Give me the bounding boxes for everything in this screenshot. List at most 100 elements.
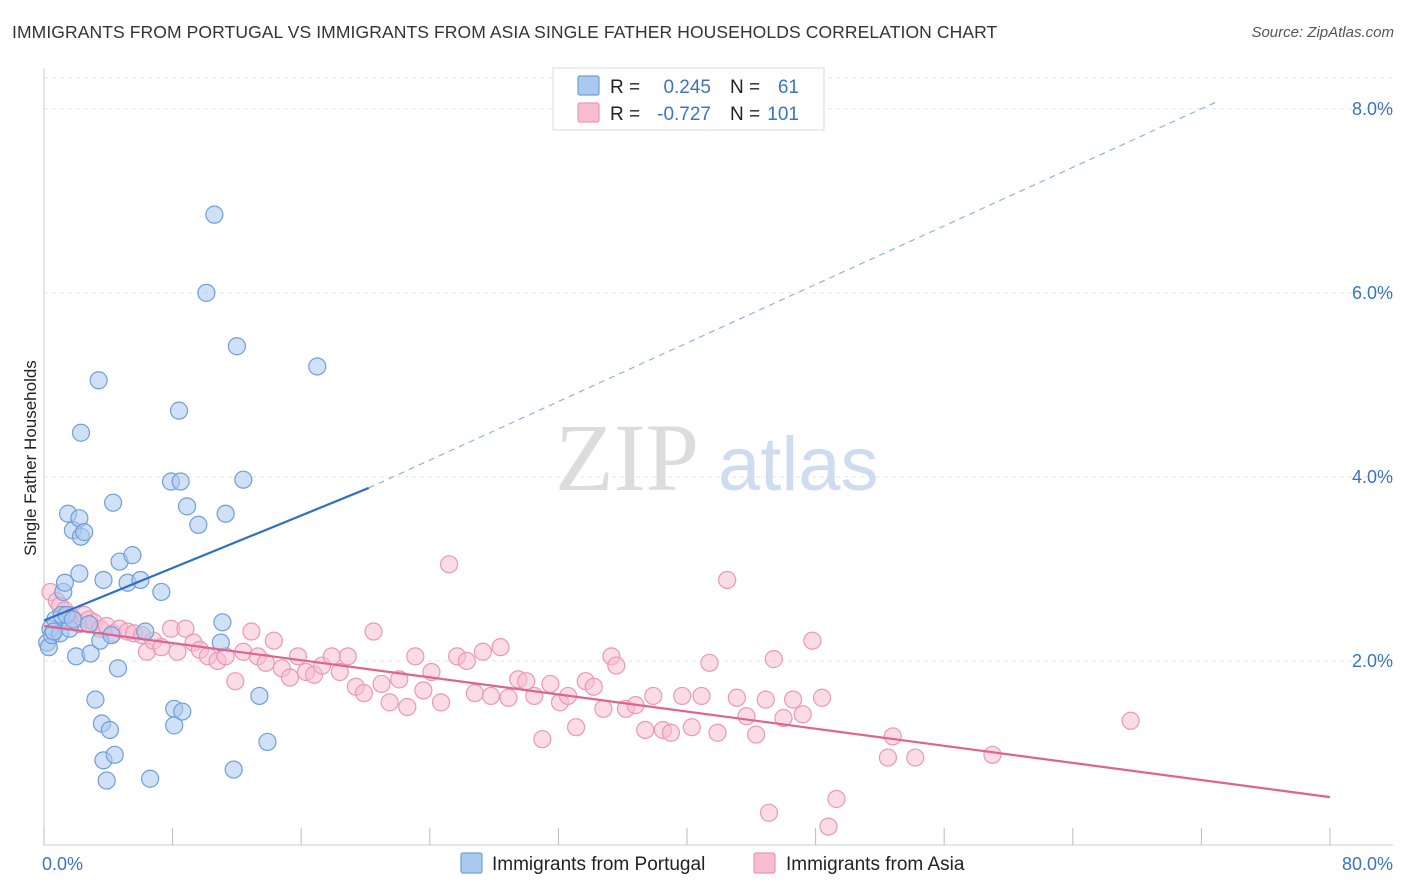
- asia-point: [406, 647, 425, 666]
- watermark-atlas: atlas: [718, 422, 879, 507]
- legend-n-label-portugal: N =: [730, 77, 760, 98]
- asia-point: [1121, 711, 1140, 730]
- series-legend-label-portugal: Immigrants from Portugal: [492, 854, 705, 875]
- legend-n-value-portugal: 61: [778, 77, 799, 98]
- asia-point: [673, 686, 692, 706]
- portugal-point: [216, 504, 235, 523]
- portugal-point: [258, 732, 277, 752]
- chart-source: Source: ZipAtlas.com: [1251, 24, 1394, 41]
- asia-point: [607, 656, 626, 675]
- asia-point: [727, 688, 746, 707]
- x-tick-label-max: 80.0%: [1342, 854, 1393, 874]
- y-axis-label: Single Father Households: [21, 360, 40, 556]
- asia-points-layer: [41, 555, 1140, 836]
- series-legend-swatch-portugal: [460, 852, 483, 874]
- asia-point: [983, 745, 1002, 764]
- portugal-point: [171, 472, 190, 491]
- asia-point: [692, 686, 711, 706]
- legend-r-value-portugal: 0.245: [663, 77, 711, 98]
- portugal-point: [55, 573, 74, 592]
- asia-point: [756, 690, 775, 709]
- portugal-point: [94, 570, 113, 590]
- portugal-point: [152, 582, 171, 602]
- portugal-point: [173, 702, 192, 721]
- legend-n-label-asia: N =: [730, 104, 760, 125]
- chart-title: IMMIGRANTS FROM PORTUGAL VS IMMIGRANTS F…: [12, 22, 998, 42]
- watermark-zip: ZIP: [555, 404, 699, 511]
- asia-point: [584, 677, 603, 696]
- asia-point: [700, 653, 719, 672]
- asia-point: [812, 688, 832, 707]
- portugal-points-layer: [38, 205, 327, 790]
- portugal-point: [227, 337, 246, 356]
- portugal-point: [75, 523, 94, 542]
- asia-point: [398, 697, 417, 717]
- asia-point: [661, 723, 681, 742]
- asia-trend-line: [43, 624, 1331, 799]
- portugal-point: [205, 205, 224, 224]
- series-legend: Immigrants from Portugal Immigrants from…: [460, 852, 965, 875]
- asia-point: [793, 705, 812, 724]
- portugal-point: [197, 283, 216, 302]
- portugal-point: [177, 497, 197, 516]
- portugal-point: [123, 546, 142, 565]
- portugal-point: [224, 760, 243, 779]
- y-tick-label: 4.0%: [1352, 467, 1393, 487]
- series-legend-label-asia: Immigrants from Asia: [786, 854, 965, 875]
- asia-point: [827, 789, 846, 809]
- series-legend-swatch-asia: [753, 852, 776, 874]
- asia-point: [708, 723, 727, 742]
- asia-point: [439, 555, 459, 574]
- legend-r-label-asia: R =: [610, 104, 640, 125]
- asia-point: [764, 650, 783, 669]
- asia-point: [594, 699, 613, 718]
- asia-point: [288, 647, 308, 666]
- portugal-point: [108, 659, 128, 678]
- asia-point: [566, 718, 586, 737]
- legend-swatch-portugal: [577, 75, 600, 96]
- labels-layer: Single Father Households 0.0% 80.0% 2.0%…: [21, 99, 1393, 874]
- portugal-point: [100, 720, 120, 740]
- portugal-point: [70, 564, 89, 583]
- asia-point: [256, 653, 275, 672]
- asia-point: [226, 672, 245, 691]
- portugal-point: [234, 470, 253, 489]
- axis-layer: [43, 68, 1393, 846]
- asia-point: [322, 647, 341, 666]
- asia-point: [682, 718, 701, 737]
- portugal-point: [104, 493, 123, 512]
- x-tick-label-min: 0.0%: [42, 854, 83, 874]
- asia-point: [759, 803, 779, 822]
- asia-point: [414, 681, 433, 700]
- portugal-point: [86, 690, 105, 709]
- grid-layer: [44, 77, 1393, 662]
- asia-point: [737, 707, 756, 726]
- portugal-point: [63, 610, 83, 629]
- asia-point: [372, 674, 391, 694]
- asia-point: [380, 693, 399, 712]
- asia-point: [176, 619, 195, 638]
- asia-point: [747, 725, 766, 744]
- y-tick-label: 8.0%: [1352, 99, 1393, 119]
- asia-point: [168, 642, 187, 661]
- correlation-legend: R = 0.245 N = 61 R = -0.727 N = 101: [552, 67, 825, 131]
- asia-point: [465, 684, 484, 703]
- asia-point: [878, 748, 898, 767]
- asia-point: [774, 708, 793, 728]
- portugal-point: [71, 423, 91, 442]
- asia-point: [644, 686, 663, 706]
- asia-point: [819, 817, 838, 836]
- portugal-point: [97, 771, 116, 790]
- portugal-point: [250, 686, 269, 706]
- asia-point: [264, 631, 283, 650]
- asia-point: [883, 727, 902, 746]
- asia-point: [280, 668, 300, 687]
- portugal-point: [89, 371, 108, 390]
- asia-point: [431, 693, 451, 712]
- watermark: ZIP atlas: [555, 404, 879, 511]
- asia-point: [718, 570, 737, 590]
- portugal-point: [140, 769, 160, 788]
- legend-swatch-asia: [577, 102, 600, 123]
- portugal-point: [213, 613, 232, 632]
